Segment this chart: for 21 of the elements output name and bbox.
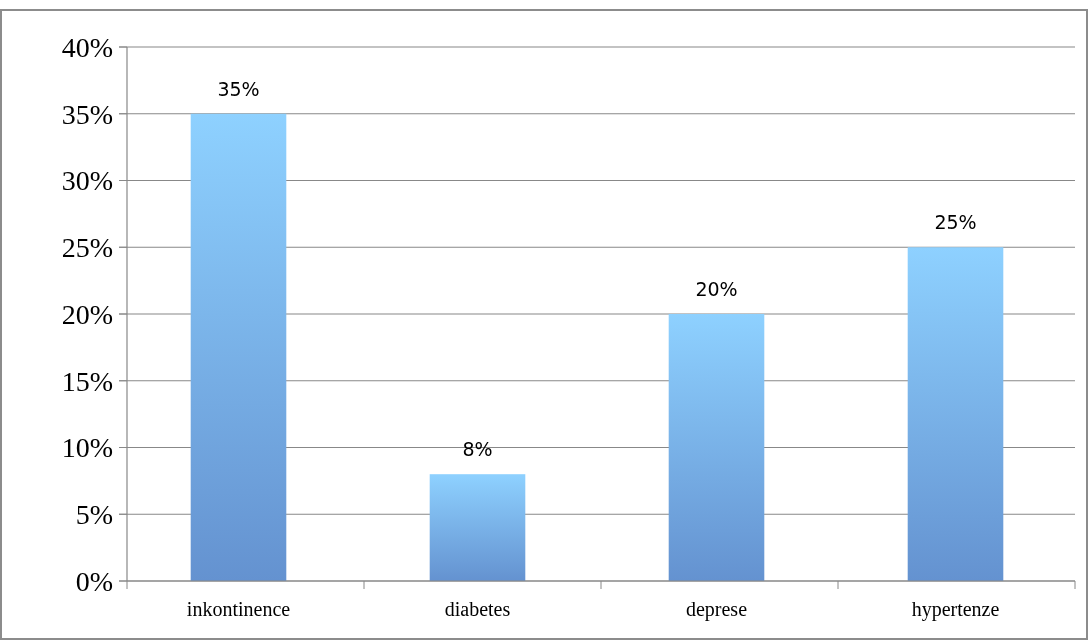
bar xyxy=(190,113,287,581)
data-label: 20% xyxy=(695,278,738,300)
x-tick-label: hypertenze xyxy=(911,598,1000,621)
bar xyxy=(907,247,1004,581)
data-label: 25% xyxy=(934,211,977,234)
data-label: 35% xyxy=(217,77,260,100)
y-tick-label: 25% xyxy=(61,232,113,264)
y-tick-label: 20% xyxy=(61,298,113,330)
x-tick-label: deprese xyxy=(685,598,748,621)
x-tick-label: inkontinence xyxy=(186,598,291,620)
bar xyxy=(429,474,526,581)
y-tick-label: 0% xyxy=(75,565,113,597)
y-tick-label: 5% xyxy=(75,499,113,531)
y-tick-label: 40% xyxy=(61,31,113,63)
y-tick-label: 35% xyxy=(61,98,113,130)
y-tick-label: 10% xyxy=(61,432,113,464)
data-label: 8% xyxy=(462,438,493,461)
y-tick-label: 15% xyxy=(61,365,113,397)
x-tick-label: diabetes xyxy=(444,598,511,620)
bar xyxy=(668,314,765,581)
y-tick-label: 30% xyxy=(61,165,113,197)
